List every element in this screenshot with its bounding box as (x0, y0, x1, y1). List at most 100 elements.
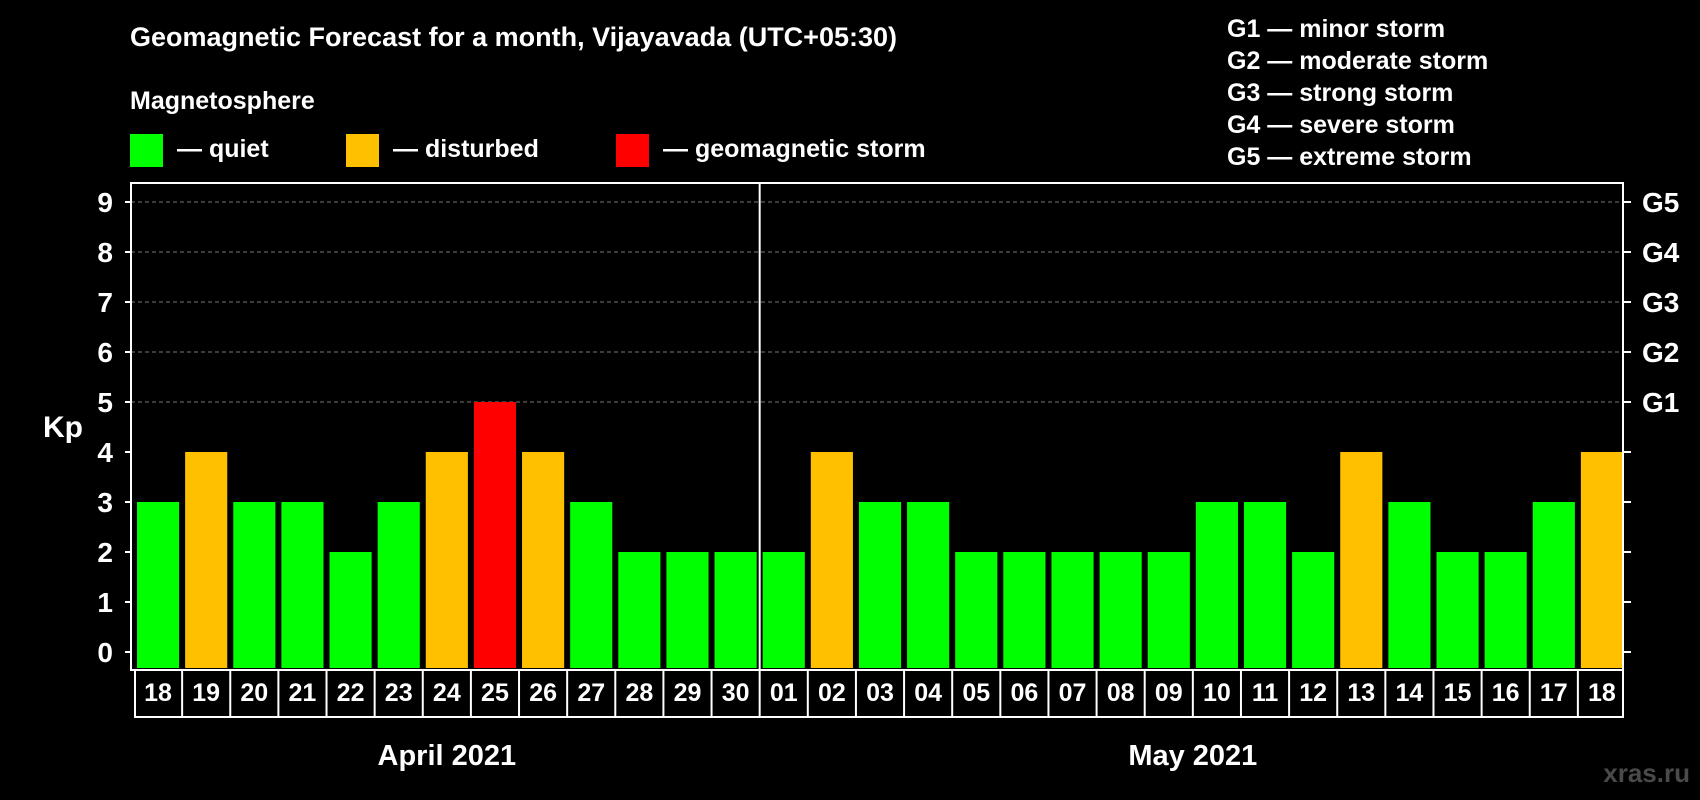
y-tick-label: 4 (97, 437, 113, 468)
right-axis-label: G2 (1642, 337, 1679, 368)
bar-29 (1484, 552, 1527, 668)
legend-label-3: — geomagnetic storm (663, 135, 926, 163)
y-tick-label: 9 (97, 187, 113, 218)
bar-1 (137, 502, 180, 668)
bar-14 (762, 552, 805, 668)
storm-scale-item: G2 — moderate storm (1227, 47, 1488, 75)
day-label: 19 (192, 679, 220, 707)
storm-scale-legend: G1 — minor storm G2 — moderate storm G3 — … (1227, 15, 1488, 171)
day-label: 18 (144, 679, 172, 707)
bar-16 (858, 502, 902, 668)
day-label: 03 (866, 679, 894, 707)
y-axis-label: Kp (43, 411, 83, 444)
bar-15 (810, 452, 853, 668)
day-label: 04 (914, 679, 942, 707)
storm-scale-item: G5 — extreme storm (1227, 143, 1472, 171)
bar-10 (570, 502, 613, 668)
day-label: 13 (1347, 679, 1375, 707)
bar-4 (281, 502, 324, 668)
day-label: 06 (1010, 679, 1038, 707)
bar-2 (185, 452, 228, 668)
bar-9 (522, 452, 565, 668)
day-label: 28 (625, 679, 653, 707)
bar-30 (1532, 502, 1575, 668)
legend-swatch-3 (616, 134, 649, 167)
bar-12 (666, 552, 709, 668)
month-label: April 2021 (378, 740, 517, 772)
bar-6 (377, 502, 420, 668)
month-labels: April 2021 May 2021 (378, 740, 1258, 772)
day-row-frame (134, 669, 1624, 718)
day-label: 08 (1107, 679, 1135, 707)
chart-title: Geomagnetic Forecast for a month, Vijaya… (130, 22, 897, 52)
legend-label-1: — quiet (177, 135, 269, 163)
y-tick-label: 2 (97, 537, 113, 568)
day-label: 01 (770, 679, 798, 707)
y-tick-label: 3 (97, 487, 113, 518)
y-tick-label: 6 (97, 337, 113, 368)
day-label: 30 (722, 679, 750, 707)
bar-31 (1580, 452, 1623, 668)
x-axis-day-labels: 18 19 20 21 22 23 24 25 26 27 28 29 30 01 02 03 04 05 06 07… (134, 669, 1624, 718)
storm-scale-item: G4 — severe storm (1227, 111, 1455, 139)
right-axis-ticks: G1 G2 G3 G4 G5 (1623, 187, 1680, 653)
day-label: 17 (1540, 679, 1568, 707)
bar-23 (1195, 502, 1238, 668)
bar-5 (329, 552, 372, 668)
storm-scale-item: G1 — minor storm (1227, 15, 1445, 43)
bar-13 (714, 552, 757, 668)
day-label: 27 (577, 679, 605, 707)
legend-title: Magnetosphere (130, 87, 315, 115)
grid-lines (131, 201, 1623, 403)
bar-20 (1051, 552, 1094, 668)
right-axis-label: G4 (1642, 237, 1680, 268)
day-label: 18 (1588, 679, 1616, 707)
bar-18 (955, 552, 998, 668)
bar-24 (1243, 502, 1287, 668)
day-label: 11 (1252, 679, 1279, 707)
day-label: 14 (1396, 679, 1424, 707)
bar-17 (907, 502, 950, 668)
y-tick-label: 1 (97, 587, 113, 618)
storm-scale-item: G3 — strong storm (1227, 79, 1453, 107)
day-label: 10 (1203, 679, 1231, 707)
day-label: 05 (962, 679, 990, 707)
y-tick-label: 8 (97, 237, 113, 268)
bar-19 (1003, 552, 1046, 668)
day-label: 25 (481, 679, 509, 707)
bar-28 (1436, 552, 1479, 668)
bar-25 (1292, 552, 1335, 668)
legend: — quiet — disturbed — geomagnetic storm (130, 134, 926, 167)
day-label: 20 (240, 679, 268, 707)
legend-label-2: — disturbed (393, 135, 539, 163)
day-label: 02 (818, 679, 846, 707)
bar-11 (618, 552, 661, 668)
y-tick-label: 5 (97, 387, 113, 418)
month-label: May 2021 (1128, 740, 1257, 772)
day-label: 24 (433, 679, 461, 707)
day-label: 23 (385, 679, 413, 707)
day-label: 07 (1059, 679, 1087, 707)
bar-series (137, 402, 1623, 668)
right-axis-label: G3 (1642, 287, 1679, 318)
day-label: 29 (674, 679, 702, 707)
day-label: 21 (289, 679, 317, 707)
right-axis-label: G1 (1642, 387, 1679, 418)
y-axis-ticks: 0 1 2 3 4 5 6 7 8 9 (97, 187, 131, 668)
bar-27 (1388, 502, 1431, 668)
bar-21 (1099, 552, 1142, 668)
watermark: xras.ru (1603, 758, 1690, 788)
bar-22 (1147, 552, 1190, 668)
day-label: 09 (1155, 679, 1183, 707)
day-label: 15 (1444, 679, 1472, 707)
bar-3 (233, 502, 276, 668)
bar-7 (425, 452, 468, 668)
day-label: 12 (1299, 679, 1327, 707)
legend-swatch-1 (130, 134, 163, 167)
bar-8 (473, 402, 517, 668)
day-label: 22 (337, 679, 365, 707)
y-tick-label: 7 (97, 287, 113, 318)
y-tick-label: 0 (97, 637, 113, 668)
bar-26 (1340, 452, 1383, 668)
